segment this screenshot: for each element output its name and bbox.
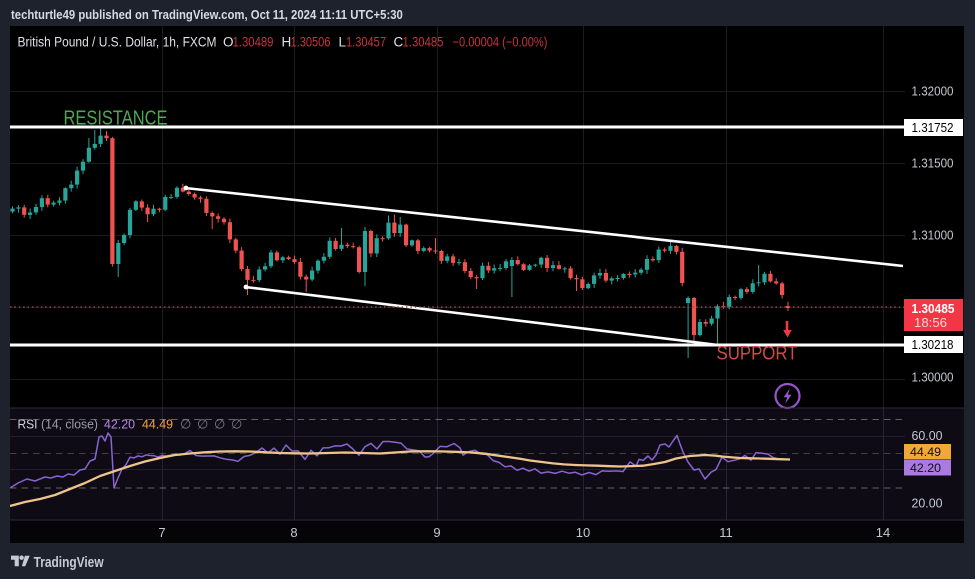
- svg-text:11: 11: [719, 525, 733, 540]
- svg-text:(14, close): (14, close): [41, 417, 98, 432]
- svg-text:44.49: 44.49: [910, 445, 941, 459]
- svg-text:RSI: RSI: [18, 417, 38, 432]
- svg-text:1.30457: 1.30457: [346, 35, 386, 50]
- svg-text:1.32000: 1.32000: [912, 85, 954, 99]
- svg-text:H: H: [282, 35, 292, 50]
- svg-text:∅: ∅: [180, 417, 191, 432]
- svg-text:1.31500: 1.31500: [912, 157, 954, 171]
- svg-text:18:56: 18:56: [914, 316, 947, 330]
- svg-text:British Pound / U.S. Dollar, 1: British Pound / U.S. Dollar, 1h, FXCM: [18, 35, 217, 50]
- svg-text:∅: ∅: [197, 417, 208, 432]
- svg-text:−0.00004 (−0.00%): −0.00004 (−0.00%): [453, 35, 548, 50]
- svg-text:∅: ∅: [214, 417, 225, 432]
- svg-text:L: L: [339, 35, 347, 50]
- svg-text:1.30506: 1.30506: [291, 35, 331, 50]
- svg-text:44.49: 44.49: [142, 417, 173, 432]
- svg-text:SUPPORT: SUPPORT: [717, 344, 798, 365]
- svg-text:20.00: 20.00: [912, 497, 943, 511]
- svg-text:42.20: 42.20: [910, 461, 941, 475]
- svg-text:1.30489: 1.30489: [233, 35, 274, 50]
- svg-text:1.30000: 1.30000: [912, 371, 954, 385]
- svg-text:7: 7: [158, 525, 165, 540]
- svg-text:42.20: 42.20: [104, 417, 135, 432]
- svg-text:1.30218: 1.30218: [912, 338, 954, 352]
- svg-text:1.30485: 1.30485: [403, 35, 444, 50]
- svg-text:1.30485: 1.30485: [912, 302, 955, 316]
- svg-text:1.31000: 1.31000: [912, 229, 954, 243]
- svg-text:TradingView: TradingView: [34, 555, 105, 570]
- svg-text:10: 10: [576, 525, 590, 540]
- svg-text:RESISTANCE: RESISTANCE: [64, 108, 168, 130]
- svg-text:9: 9: [433, 525, 440, 540]
- svg-text:1.31752: 1.31752: [912, 121, 954, 135]
- svg-text:8: 8: [290, 525, 297, 540]
- svg-text:C: C: [394, 35, 404, 50]
- svg-text:14: 14: [876, 525, 890, 540]
- svg-text:O: O: [223, 35, 234, 50]
- svg-text:60.00: 60.00: [912, 429, 943, 443]
- svg-text:∅: ∅: [231, 417, 242, 432]
